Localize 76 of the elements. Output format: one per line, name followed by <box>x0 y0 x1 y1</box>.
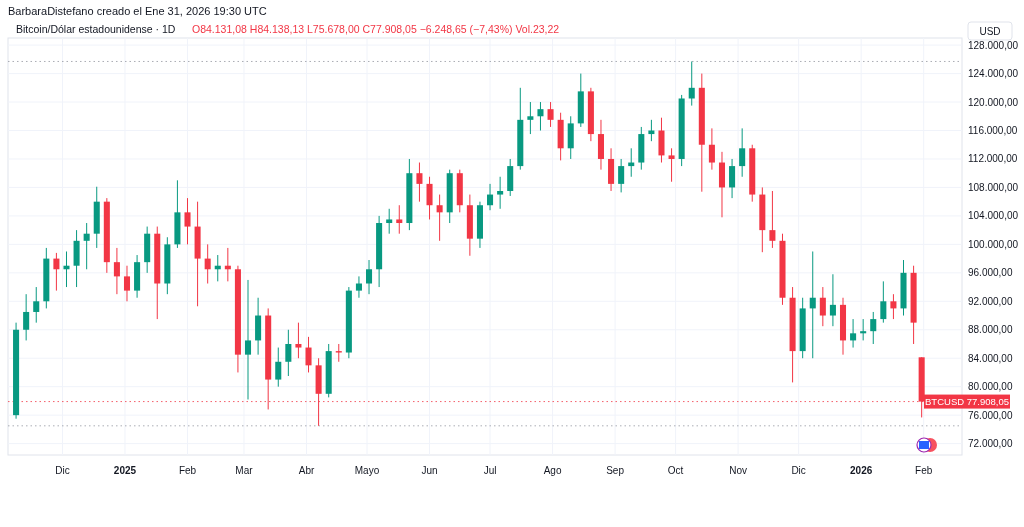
candlestick <box>618 158 625 193</box>
candlestick <box>729 158 736 199</box>
candlestick <box>33 286 40 324</box>
y-tick-label: 76.000,00 <box>968 409 1013 421</box>
y-tick-label: 92.000,00 <box>968 295 1013 307</box>
candlestick <box>396 204 403 235</box>
candlestick <box>295 322 302 359</box>
candlestick <box>426 176 433 220</box>
candlestick <box>527 101 534 135</box>
chart-subtitle: O84.131,08 H84.138,13 L75.678,00 C77.908,05 −6.248,65 (−7,43%) Vol.23,22 <box>192 23 560 35</box>
candlestick <box>386 208 393 235</box>
candlestick <box>204 243 211 284</box>
candlestick <box>487 183 494 211</box>
y-tick-label: 100.000,00 <box>968 238 1019 250</box>
candlestick <box>708 127 715 171</box>
y-tick-label: 116.000,00 <box>968 125 1018 137</box>
candlestick <box>305 336 312 373</box>
x-tick-label: Sep <box>606 465 625 476</box>
candlestick <box>497 176 504 210</box>
chart-title: Bitcoin/Dólar estadounidense · 1D <box>16 23 176 35</box>
candlestick <box>829 273 836 327</box>
x-tick-label: Mayo <box>354 465 380 476</box>
candlestick <box>739 127 746 178</box>
y-axis-title: USD <box>979 26 1001 37</box>
x-tick-label: Feb <box>178 465 197 476</box>
x-tick-label: Ago <box>543 465 562 476</box>
candlestick <box>436 194 443 242</box>
candlestick <box>355 275 362 299</box>
y-tick-label: 108.000,00 <box>968 181 1019 193</box>
candlestick <box>416 162 423 203</box>
candlestick <box>547 101 554 128</box>
candlestick <box>53 252 60 292</box>
y-tick-label: 96.000,00 <box>968 267 1013 279</box>
candlestick <box>123 265 131 302</box>
y-tick-label: 124.000,00 <box>968 68 1019 80</box>
x-tick-label: Nov <box>729 465 748 476</box>
candlestick <box>113 247 120 295</box>
candlestick <box>83 222 90 270</box>
x-tick-label: Mar <box>235 465 254 476</box>
x-tick-label: Jul <box>483 465 497 476</box>
y-tick-label: 104.000,00 <box>968 210 1019 222</box>
x-tick-label: Oct <box>667 465 684 476</box>
ref-line-label: BTCUSD 77.908,05 <box>925 395 1009 407</box>
x-tick-label: Dic <box>791 465 806 476</box>
y-tick-label: 84.000,00 <box>968 352 1013 364</box>
y-tick-label: 112.000,00 <box>968 153 1018 165</box>
candlestick <box>860 318 867 341</box>
candlestick <box>850 318 857 349</box>
candlestick <box>23 293 30 341</box>
y-tick-label: 128.000,00 <box>968 39 1019 51</box>
x-tick-label: Dic <box>55 465 70 476</box>
x-tick-label: Abr <box>298 465 315 476</box>
candlestick <box>275 347 282 388</box>
candlestick <box>63 250 70 288</box>
y-tick-label: 72.000,00 <box>968 438 1013 450</box>
candlestick <box>668 147 675 183</box>
y-tick-label: 88.000,00 <box>968 324 1013 336</box>
candlestick <box>244 279 252 400</box>
candlestick <box>537 101 544 132</box>
x-tick-label: Feb <box>915 465 933 476</box>
candlestick <box>819 286 826 327</box>
x-tick-label: Jun <box>421 465 438 476</box>
text: BarbaraDistefano creado el Ene 31, 2026 19:30 UTC <box>8 5 267 17</box>
candlestick <box>184 197 191 245</box>
candlestick <box>870 311 877 345</box>
x-tick-label: 2025 <box>113 465 137 476</box>
y-tick-label: 120.000,00 <box>968 96 1019 108</box>
candlestick <box>285 329 292 377</box>
candlestick <box>890 293 897 320</box>
candlestick <box>688 60 695 107</box>
candlestick <box>880 280 887 324</box>
candlestick <box>809 250 816 359</box>
candlestick <box>366 259 373 295</box>
y-tick-label: 80.000,00 <box>968 381 1013 393</box>
x-tick-label: 2026 <box>850 465 873 476</box>
candlestick <box>769 190 776 249</box>
